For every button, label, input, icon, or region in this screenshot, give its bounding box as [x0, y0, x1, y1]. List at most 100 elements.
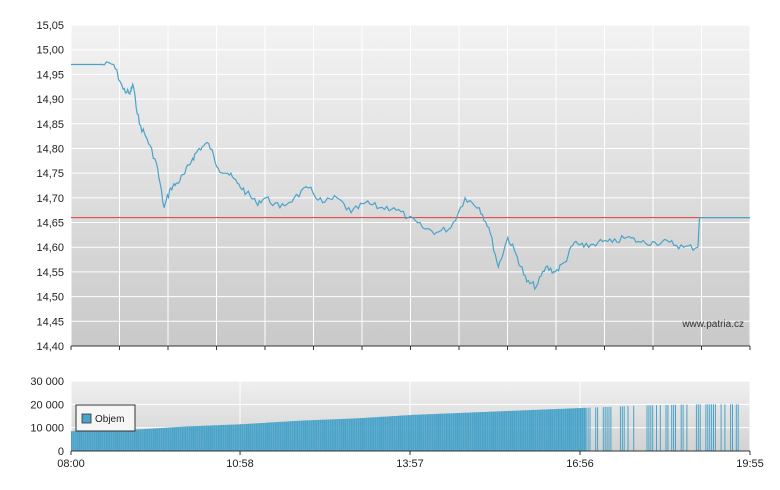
volume-bar — [95, 430, 98, 451]
legend-label: Objem — [95, 414, 124, 425]
volume-bar — [238, 424, 240, 451]
volume-bar — [211, 425, 214, 451]
volume-bar — [243, 424, 246, 451]
price-y-tick-label: 14,85 — [36, 119, 64, 131]
volume-bar — [561, 408, 563, 451]
volume-bar — [420, 414, 423, 451]
volume-bar — [314, 420, 316, 451]
volume-bar — [386, 416, 389, 451]
volume-bar — [281, 421, 284, 451]
volume-bar — [494, 411, 497, 451]
volume-bar — [262, 422, 265, 451]
price-y-tick-label: 14,75 — [36, 168, 64, 180]
volume-bar — [361, 418, 364, 451]
volume-bar — [135, 429, 138, 451]
volume-bar — [633, 405, 635, 451]
volume-bar — [369, 417, 371, 451]
volume-bar — [260, 423, 263, 451]
volume-bar — [460, 412, 463, 451]
volume-bar — [304, 420, 307, 451]
volume-bar — [720, 404, 722, 451]
volume-bar — [323, 419, 326, 451]
volume-bar — [293, 421, 295, 451]
price-series-line — [71, 61, 750, 291]
volume-bar — [99, 430, 102, 451]
volume-y-axis: 30 000 20 000 10 000 0 — [30, 376, 64, 458]
volume-bar — [583, 407, 586, 451]
volume-bar — [595, 407, 597, 451]
volume-bar — [312, 420, 314, 451]
volume-bar — [485, 411, 487, 451]
volume-bar — [137, 429, 140, 451]
volume-bar — [287, 421, 290, 451]
price-y-tick-label: 14,70 — [36, 193, 64, 205]
volume-bar — [240, 424, 242, 451]
volume-bar — [380, 416, 383, 451]
volume-bar — [181, 426, 183, 451]
volume-bar — [84, 430, 87, 451]
volume-bar — [390, 416, 392, 451]
volume-bar — [177, 427, 180, 451]
volume-bar — [340, 419, 343, 451]
volume-bar — [481, 412, 483, 451]
x-tick-label: 08:00 — [57, 458, 85, 470]
volume-bar — [534, 409, 537, 451]
volume-bar — [445, 413, 447, 451]
volume-bar — [650, 405, 652, 451]
volume-bar — [543, 409, 546, 451]
volume-bar — [456, 413, 459, 451]
volume-bar — [559, 408, 561, 451]
x-tick-label: 10:58 — [226, 458, 254, 470]
volume-bar — [515, 410, 518, 451]
volume-bar — [270, 422, 273, 451]
volume-bar — [608, 406, 610, 451]
price-grid — [70, 24, 751, 347]
volume-bar — [697, 404, 699, 451]
volume-bar — [526, 410, 529, 451]
volume-bar — [373, 417, 375, 451]
volume-x-axis: 08:00 10:58 13:57 16:56 19:55 — [57, 450, 764, 470]
volume-bar — [486, 411, 489, 451]
volume-bar — [471, 412, 474, 451]
volume-bar — [671, 404, 673, 451]
volume-bar — [619, 406, 621, 451]
volume-bar — [122, 430, 125, 451]
volume-bar — [388, 416, 390, 451]
volume-bar — [555, 409, 558, 451]
volume-bar — [236, 424, 238, 451]
volume-bar — [129, 429, 132, 451]
volume-bar — [175, 427, 178, 451]
volume-bar — [576, 408, 578, 451]
volume-bar — [606, 406, 608, 451]
volume-bar — [549, 409, 552, 451]
volume-bar — [587, 407, 589, 451]
volume-bar — [257, 423, 259, 451]
volume-bar — [513, 410, 516, 451]
price-y-tick-label: 14,80 — [36, 143, 64, 155]
volume-bar — [648, 405, 650, 451]
volume-bar — [498, 411, 501, 451]
volume-bar — [297, 420, 299, 451]
volume-bar — [610, 406, 612, 451]
volume-bar — [530, 410, 533, 451]
volume-bar — [219, 425, 221, 451]
volume-bar — [222, 424, 225, 451]
volume-bar — [435, 413, 438, 451]
volume-bar — [268, 422, 271, 451]
price-y-axis: 15,05 15,00 14,95 14,90 14,85 14,80 14,75 14,70… — [36, 20, 64, 353]
volume-bar — [536, 409, 539, 451]
volume-bar — [245, 423, 248, 451]
volume-bar — [416, 414, 419, 451]
volume-bar — [196, 426, 199, 451]
volume-bar — [545, 409, 548, 451]
volume-bar — [141, 429, 144, 451]
volume-bar — [74, 431, 77, 451]
volume-bar — [194, 426, 197, 451]
volume-bar — [101, 430, 104, 451]
volume-bar — [162, 427, 164, 451]
volume-bar — [283, 421, 286, 451]
volume-bar — [538, 409, 540, 451]
volume-bar — [519, 410, 521, 451]
volume-bar — [521, 410, 523, 451]
price-y-tick-label: 14,60 — [36, 242, 64, 254]
